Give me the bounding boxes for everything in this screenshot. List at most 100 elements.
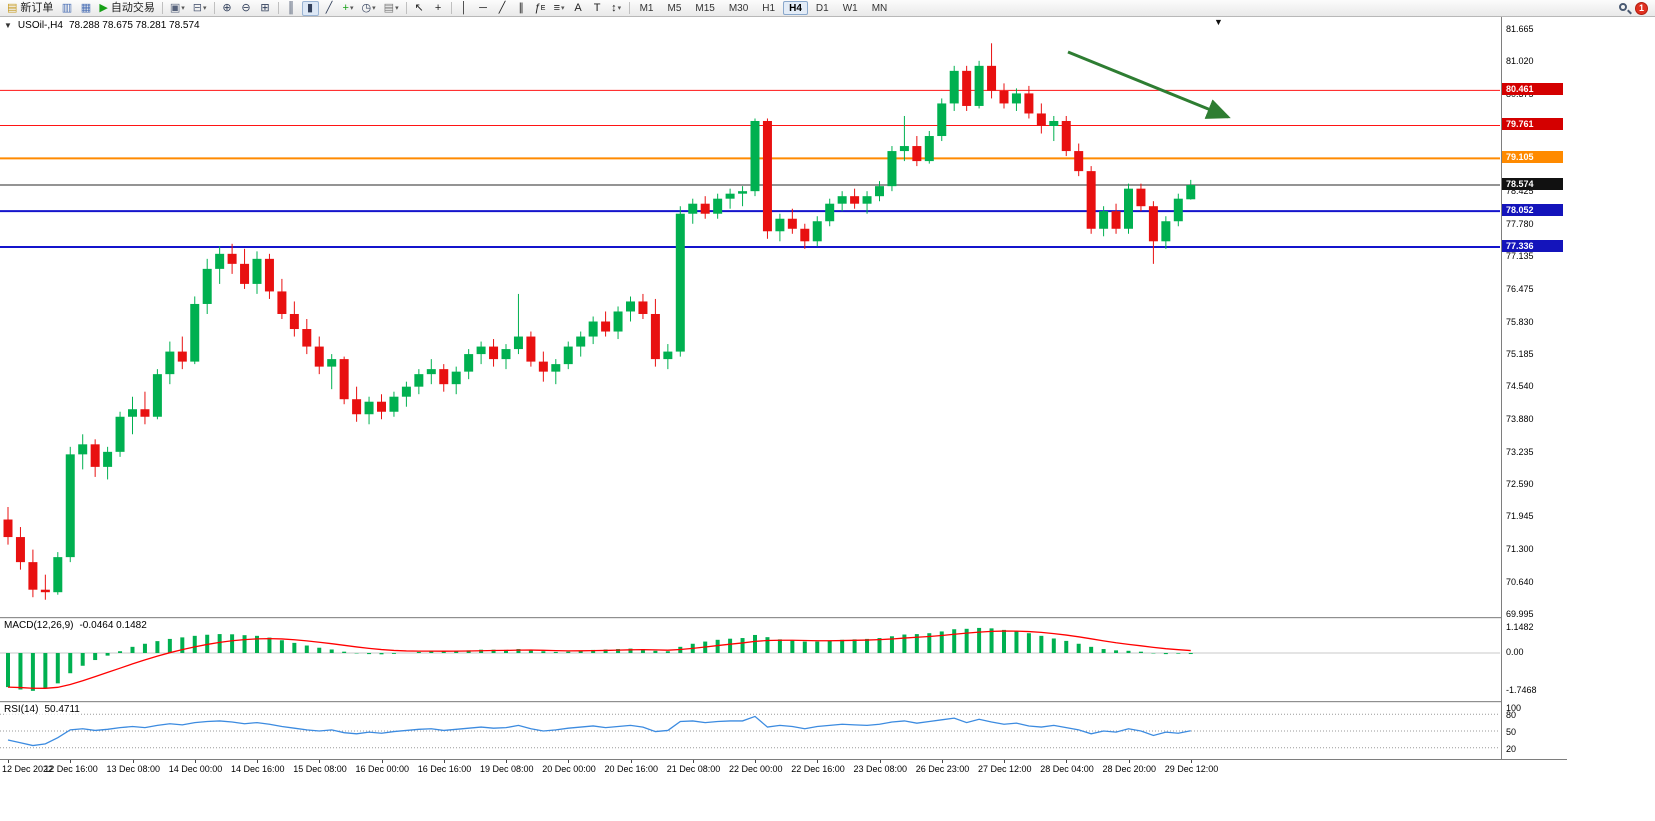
pivot-line-badge: 79.105 — [1502, 151, 1563, 164]
time-axis-label: 22 Dec 16:00 — [791, 764, 845, 774]
candle — [1049, 120, 1059, 126]
label-button[interactable]: T — [589, 1, 606, 16]
candle — [962, 70, 972, 106]
text-button[interactable]: A — [570, 1, 587, 16]
candle — [700, 203, 710, 214]
line-chart-button[interactable]: ╱ — [321, 1, 338, 16]
candle — [252, 258, 262, 284]
time-tick — [817, 760, 819, 763]
candle — [937, 103, 947, 137]
candle — [1111, 211, 1121, 229]
timeframe-mn[interactable]: MN — [871, 2, 888, 14]
timeframe-m15[interactable]: M15 — [695, 2, 715, 14]
candle — [152, 374, 162, 417]
candle — [899, 146, 909, 152]
price-axis-label: 81.665 — [1506, 24, 1534, 34]
time-axis[interactable]: 12 Dec 2022 12 Dec 16:00 13 Dec 08:00 14 De… — [0, 759, 1567, 778]
timeframe-m1[interactable]: M1 — [639, 2, 654, 14]
templates-button[interactable]: ▤ ▾ — [381, 1, 402, 16]
rsi-name: RSI(14) — [4, 704, 39, 715]
timeframe-h1[interactable]: H1 — [762, 2, 776, 14]
candle — [177, 351, 187, 362]
bottom-strip — [0, 778, 1655, 821]
bar-chart-button[interactable]: ║ — [283, 1, 300, 16]
dropdown-caret-icon: ▾ — [203, 4, 207, 12]
new-order-button[interactable]: ▤ 新订单 — [4, 1, 56, 16]
one-click-trading-toggle[interactable]: ▼ — [4, 21, 12, 30]
timeframe-m30[interactable]: M30 — [728, 2, 749, 14]
horizontal-line-button[interactable]: ─ — [475, 1, 492, 16]
candle — [949, 70, 959, 104]
chart-shift-marker[interactable]: ▼ — [1214, 17, 1223, 27]
profiles-button[interactable]: ⊟ ▾ — [190, 1, 210, 16]
candlestick-chart-button[interactable]: ▮ — [301, 0, 319, 16]
zoom-in-icon: ⊕ — [222, 2, 232, 14]
resistance-line-2-badge: 79.761 — [1502, 118, 1563, 131]
search-icon[interactable] — [1617, 1, 1632, 15]
candle — [277, 291, 287, 314]
periods-icon: ◷ — [361, 2, 372, 14]
chart-window: ▼ USOil-,H4 78.288 78.675 78.281 78.574 … — [0, 17, 1655, 821]
rsi-scale-label: 20 — [1506, 743, 1517, 754]
time-tick — [1066, 760, 1068, 763]
timeframe-d1[interactable]: D1 — [815, 2, 829, 14]
candle — [999, 90, 1009, 104]
price-axis[interactable]: 81.66581.02080.37579.73079.08578.42577.7… — [1501, 17, 1567, 759]
notification-badge[interactable]: 1 — [1635, 1, 1648, 15]
trendline-button[interactable]: ╱ — [494, 1, 511, 16]
grid-button[interactable]: ⊞ — [257, 1, 274, 16]
new-chart-button[interactable]: ▣ ▾ — [167, 1, 188, 16]
rsi-label: RSI(14) 50.4711 — [4, 704, 80, 715]
zoom-in-button[interactable]: ⊕ — [219, 1, 236, 16]
pane-separator[interactable] — [0, 701, 1567, 703]
toolbar-separator — [161, 2, 163, 14]
time-tick — [755, 760, 756, 763]
rsi-line — [7, 715, 1191, 747]
channel-button[interactable]: ∥ — [513, 1, 530, 16]
pane-separator[interactable] — [0, 617, 1567, 619]
macd-signal-line — [7, 630, 1191, 689]
price-axis-label: 73.235 — [1506, 446, 1534, 457]
market-watch-button[interactable]: ▦ — [77, 1, 94, 16]
timeframe-h4[interactable]: H4 — [783, 1, 808, 15]
candle — [339, 359, 349, 400]
cursor-icon: ↖ — [414, 2, 424, 14]
candle — [451, 371, 461, 385]
timeframe-m5[interactable]: M5 — [667, 2, 682, 14]
rsi-value: 50.4711 — [44, 704, 80, 715]
auto-trading-button[interactable]: ▶ 自动交易 — [96, 1, 157, 16]
charts-button[interactable]: ▥ — [58, 1, 75, 16]
zoom-out-button[interactable]: ⊖ — [238, 1, 255, 16]
vertical-line-button[interactable]: │ — [456, 1, 473, 16]
candle — [526, 336, 536, 362]
auto-trading-button-label: 自动交易 — [110, 1, 155, 14]
candle — [3, 519, 13, 538]
periods-button[interactable]: ◷ ▾ — [359, 1, 379, 16]
price-chart-canvas[interactable] — [0, 17, 1500, 617]
resistance-line-1-badge: 80.461 — [1502, 83, 1563, 96]
shapes-button[interactable]: ≡ ▾ — [551, 1, 568, 16]
time-axis-label: 12 Dec 16:00 — [44, 764, 98, 774]
current-price-badge: 78.574 — [1502, 177, 1563, 190]
price-axis-label: 69.995 — [1506, 609, 1534, 620]
macd-chart-canvas[interactable] — [0, 619, 1500, 701]
time-tick — [1128, 760, 1130, 763]
candle — [489, 346, 499, 360]
candle — [762, 120, 772, 232]
candle — [289, 313, 299, 330]
crosshair-button[interactable]: + — [430, 1, 447, 16]
time-axis-label: 28 Dec 20:00 — [1102, 764, 1157, 774]
rsi-chart-canvas[interactable] — [0, 703, 1500, 759]
indicators-button[interactable]: + ▾ — [340, 1, 357, 16]
trend-arrow-annotation[interactable] — [1067, 50, 1231, 119]
cursor-button[interactable]: ↖ — [411, 1, 428, 16]
candle — [1036, 113, 1046, 126]
timeframe-w1[interactable]: W1 — [842, 2, 858, 14]
templates-icon: ▤ — [383, 2, 395, 14]
candle — [128, 409, 137, 417]
search-handle — [1627, 9, 1632, 15]
rsi-scale-label: 50 — [1506, 727, 1517, 737]
arrows-button[interactable]: ↕ ▾ — [608, 1, 625, 16]
candle — [426, 369, 436, 375]
